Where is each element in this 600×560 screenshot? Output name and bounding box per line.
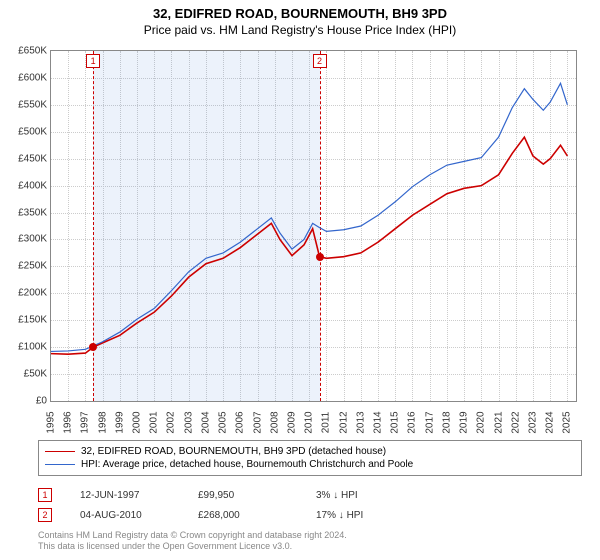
sale-row-marker: 2 xyxy=(38,508,52,522)
x-axis-label: 2007 xyxy=(252,411,263,433)
sale-row-price: £99,950 xyxy=(198,490,288,501)
sale-row-date: 12-JUN-1997 xyxy=(80,490,170,501)
y-axis-label: £550K xyxy=(18,99,47,110)
plot-area: £0£50K£100K£150K£200K£250K£300K£350K£400… xyxy=(50,50,577,402)
chart-subtitle: Price paid vs. HM Land Registry's House … xyxy=(0,21,600,37)
sale-point xyxy=(89,343,97,351)
x-axis-label: 2015 xyxy=(390,411,401,433)
sale-marker-badge: 2 xyxy=(313,54,327,68)
y-axis-label: £500K xyxy=(18,126,47,137)
x-axis-label: 2005 xyxy=(218,411,229,433)
y-axis-label: £400K xyxy=(18,180,47,191)
legend-swatch xyxy=(45,464,75,465)
y-axis-label: £350K xyxy=(18,207,47,218)
sale-row-diff: 3% ↓ HPI xyxy=(316,490,436,501)
x-axis-label: 2001 xyxy=(149,411,160,433)
x-axis-label: 2013 xyxy=(355,411,366,433)
x-axis-label: 2002 xyxy=(166,411,177,433)
x-axis-label: 2016 xyxy=(407,411,418,433)
x-axis-label: 2008 xyxy=(269,411,280,433)
x-axis-label: 2024 xyxy=(545,411,556,433)
legend-item: HPI: Average price, detached house, Bour… xyxy=(45,458,575,471)
x-axis-label: 2006 xyxy=(235,411,246,433)
x-axis-label: 2012 xyxy=(338,411,349,433)
x-axis-label: 2025 xyxy=(562,411,573,433)
footer-line1: Contains HM Land Registry data © Crown c… xyxy=(38,530,347,541)
legend-item: 32, EDIFRED ROAD, BOURNEMOUTH, BH9 3PD (… xyxy=(45,445,575,458)
x-axis-label: 1999 xyxy=(114,411,125,433)
x-axis-label: 2018 xyxy=(441,411,452,433)
footer-line2: This data is licensed under the Open Gov… xyxy=(38,541,347,552)
chart-title: 32, EDIFRED ROAD, BOURNEMOUTH, BH9 3PD xyxy=(0,0,600,21)
x-axis-label: 2017 xyxy=(424,411,435,433)
x-axis-label: 2020 xyxy=(476,411,487,433)
series-line-price_paid xyxy=(51,137,567,354)
x-axis-label: 2019 xyxy=(459,411,470,433)
sales-table: 1 12-JUN-1997 £99,950 3% ↓ HPI 2 04-AUG-2010 £… xyxy=(38,485,568,525)
sale-row-date: 04-AUG-2010 xyxy=(80,510,170,521)
sale-row: 2 04-AUG-2010 £268,000 17% ↓ HPI xyxy=(38,505,568,525)
y-axis-label: £150K xyxy=(18,315,47,326)
sale-row-price: £268,000 xyxy=(198,510,288,521)
x-axis-label: 1995 xyxy=(46,411,57,433)
x-axis-label: 2004 xyxy=(200,411,211,433)
x-axis-label: 2023 xyxy=(527,411,538,433)
x-axis-label: 1996 xyxy=(63,411,74,433)
series-line-hpi xyxy=(51,83,567,351)
y-axis-label: £0 xyxy=(36,396,47,407)
x-axis-label: 2014 xyxy=(373,411,384,433)
legend: 32, EDIFRED ROAD, BOURNEMOUTH, BH9 3PD (… xyxy=(38,440,582,476)
sale-marker-badge: 1 xyxy=(86,54,100,68)
x-axis-label: 2003 xyxy=(183,411,194,433)
legend-label: HPI: Average price, detached house, Bour… xyxy=(81,459,413,470)
y-axis-label: £450K xyxy=(18,153,47,164)
sale-row-marker: 1 xyxy=(38,488,52,502)
y-axis-label: £650K xyxy=(18,46,47,57)
x-axis-label: 2000 xyxy=(132,411,143,433)
y-axis-label: £50K xyxy=(24,369,47,380)
y-axis-label: £200K xyxy=(18,288,47,299)
sale-point xyxy=(316,253,324,261)
legend-swatch xyxy=(45,451,75,452)
x-axis-label: 1997 xyxy=(80,411,91,433)
sale-row: 1 12-JUN-1997 £99,950 3% ↓ HPI xyxy=(38,485,568,505)
footer-attribution: Contains HM Land Registry data © Crown c… xyxy=(38,530,347,552)
x-axis-label: 2021 xyxy=(493,411,504,433)
series-lines xyxy=(51,51,576,401)
x-axis-label: 2011 xyxy=(321,412,332,434)
y-axis-label: £100K xyxy=(18,342,47,353)
y-axis-label: £600K xyxy=(18,72,47,83)
x-axis-label: 1998 xyxy=(97,411,108,433)
chart-container: 32, EDIFRED ROAD, BOURNEMOUTH, BH9 3PD P… xyxy=(0,0,600,560)
legend-label: 32, EDIFRED ROAD, BOURNEMOUTH, BH9 3PD (… xyxy=(81,446,386,457)
x-axis-label: 2022 xyxy=(510,411,521,433)
sale-row-diff: 17% ↓ HPI xyxy=(316,510,436,521)
y-axis-label: £300K xyxy=(18,234,47,245)
x-axis-label: 2009 xyxy=(286,411,297,433)
y-axis-label: £250K xyxy=(18,261,47,272)
x-axis-label: 2010 xyxy=(304,411,315,433)
